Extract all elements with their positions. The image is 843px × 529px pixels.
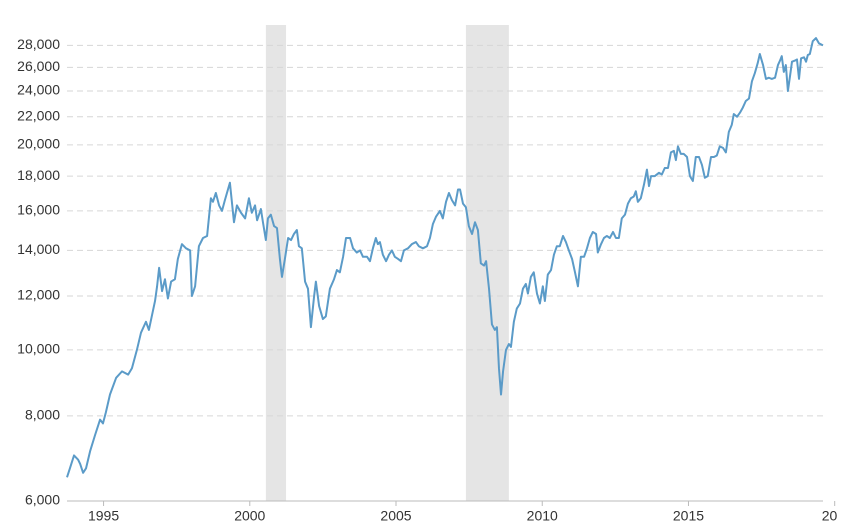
y-tick-label: 8,000 xyxy=(25,407,60,423)
recession-shade xyxy=(465,25,509,501)
x-tick-label: 2015 xyxy=(673,508,704,524)
y-tick-label: 10,000 xyxy=(17,341,60,357)
y-tick-label: 16,000 xyxy=(17,202,60,218)
y-tick-label: 14,000 xyxy=(17,241,60,257)
y-tick-label: 26,000 xyxy=(17,58,60,74)
y-tick-label: 18,000 xyxy=(17,167,60,183)
y-tick-label: 6,000 xyxy=(25,492,60,508)
x-tick-label: 1995 xyxy=(88,508,119,524)
recession-shade xyxy=(265,25,287,501)
y-tick-label: 12,000 xyxy=(17,287,60,303)
x-tick-label: 20 xyxy=(822,508,838,524)
data-line xyxy=(66,37,824,478)
x-tick-label: 2010 xyxy=(527,508,558,524)
y-tick-label: 22,000 xyxy=(17,107,60,123)
y-tick-label: 28,000 xyxy=(17,36,60,52)
x-tick-label: 2005 xyxy=(380,508,411,524)
y-tick-label: 20,000 xyxy=(17,136,60,152)
y-tick-label: 24,000 xyxy=(17,82,60,98)
x-tick-label: 2000 xyxy=(234,508,265,524)
